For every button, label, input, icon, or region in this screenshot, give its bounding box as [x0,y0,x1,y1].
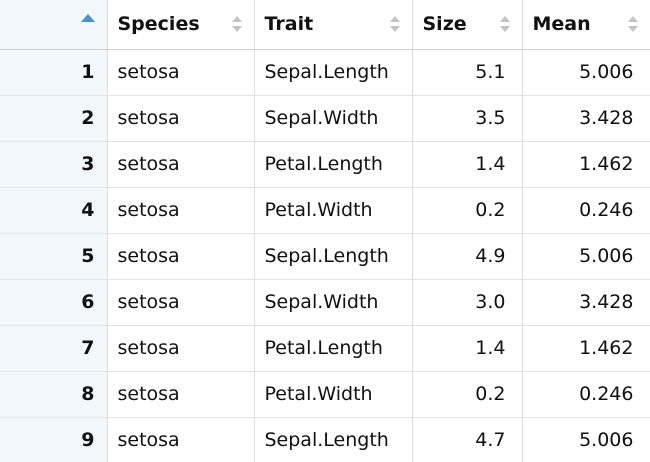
cell-index: 6 [0,279,108,326]
cell-size: 0.2 [412,187,523,234]
cell-index: 3 [0,141,108,188]
cell-mean: 3.428 [522,279,650,326]
cell-index: 5 [0,233,108,280]
column-header-size[interactable]: Size [412,0,523,50]
cell-size: 5.1 [412,49,523,96]
cell-trait: Petal.Length [254,141,413,188]
table-row[interactable]: 5 setosa Sepal.Length 4.9 5.006 [0,233,650,280]
cell-trait: Sepal.Width [254,279,413,326]
column-header-mean-label: Mean [532,13,591,36]
cell-species: setosa [107,95,255,142]
column-header-trait[interactable]: Trait [254,0,413,50]
cell-species: setosa [107,371,255,418]
cell-mean: 1.462 [522,325,650,372]
cell-index: 9 [0,417,108,462]
cell-size: 3.5 [412,95,523,142]
cell-mean: 5.006 [522,233,650,280]
column-header-mean[interactable]: Mean [522,0,650,50]
cell-mean: 1.462 [522,141,650,188]
table-row[interactable]: 1 setosa Sepal.Length 5.1 5.006 [0,49,650,96]
table-header: Species Trait Size Mean [0,0,650,50]
header-row: Species Trait Size Mean [0,0,650,50]
cell-mean: 5.006 [522,49,650,96]
cell-trait: Sepal.Width [254,95,413,142]
sort-ascending-icon[interactable] [80,14,95,22]
cell-index: 8 [0,371,108,418]
sort-both-icon[interactable] [389,16,400,33]
cell-species: setosa [107,141,255,188]
cell-trait: Petal.Width [254,187,413,234]
cell-species: setosa [107,187,255,234]
cell-mean: 0.246 [522,187,650,234]
column-header-species-label: Species [117,13,200,36]
sort-both-icon[interactable] [499,16,510,33]
cell-index: 7 [0,325,108,372]
column-header-index[interactable] [0,0,108,50]
cell-size: 3.0 [412,279,523,326]
cell-species: setosa [107,417,255,462]
table-row[interactable]: 9 setosa Sepal.Length 4.7 5.006 [0,417,650,462]
cell-index: 2 [0,95,108,142]
cell-trait: Sepal.Length [254,49,413,96]
cell-size: 1.4 [412,325,523,372]
cell-trait: Sepal.Length [254,417,413,462]
column-header-species[interactable]: Species [107,0,255,50]
sort-both-icon[interactable] [231,16,242,33]
cell-species: setosa [107,279,255,326]
table-row[interactable]: 2 setosa Sepal.Width 3.5 3.428 [0,95,650,142]
cell-trait: Sepal.Length [254,233,413,280]
cell-species: setosa [107,233,255,280]
table-body: 1 setosa Sepal.Length 5.1 5.006 2 setosa Sepal.… [0,49,650,462]
cell-mean: 0.246 [522,371,650,418]
cell-species: setosa [107,325,255,372]
column-header-size-label: Size [422,13,467,36]
cell-index: 4 [0,187,108,234]
cell-mean: 3.428 [522,95,650,142]
cell-size: 4.7 [412,417,523,462]
cell-species: setosa [107,49,255,96]
table-row[interactable]: 4 setosa Petal.Width 0.2 0.246 [0,187,650,234]
cell-size: 4.9 [412,233,523,280]
column-header-trait-label: Trait [264,13,314,36]
table-row[interactable]: 3 setosa Petal.Length 1.4 1.462 [0,141,650,188]
cell-size: 1.4 [412,141,523,188]
sort-both-icon[interactable] [627,16,638,33]
cell-size: 0.2 [412,371,523,418]
cell-index: 1 [0,49,108,96]
cell-trait: Petal.Width [254,371,413,418]
table-row[interactable]: 7 setosa Petal.Length 1.4 1.462 [0,325,650,372]
cell-mean: 5.006 [522,417,650,462]
cell-trait: Petal.Length [254,325,413,372]
table-row[interactable]: 8 setosa Petal.Width 0.2 0.246 [0,371,650,418]
table-row[interactable]: 6 setosa Sepal.Width 3.0 3.428 [0,279,650,326]
